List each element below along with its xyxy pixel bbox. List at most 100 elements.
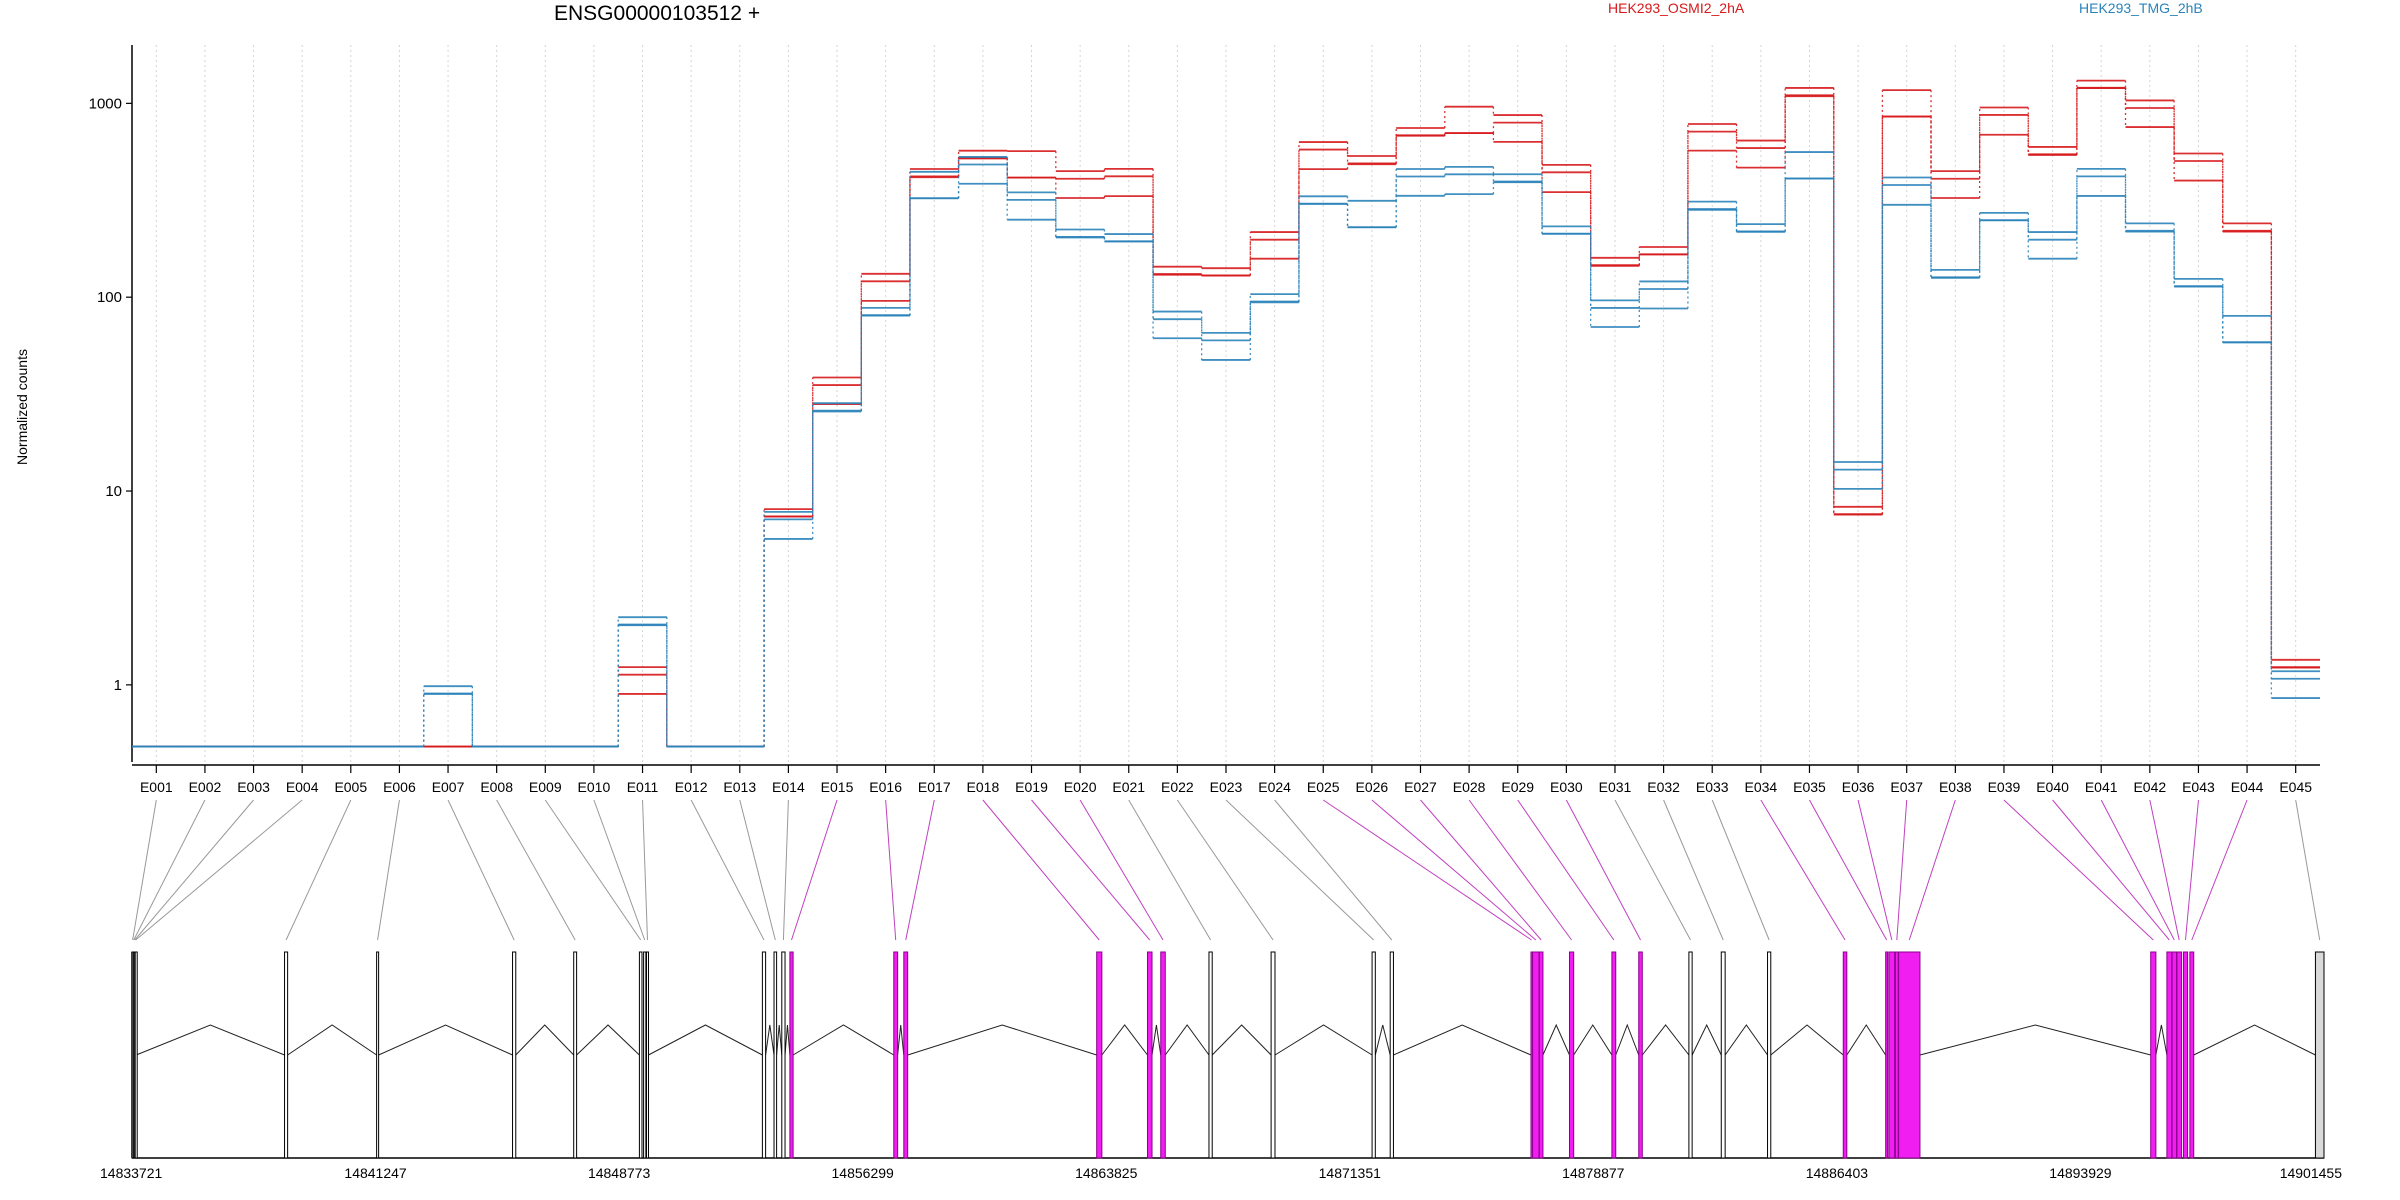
intron-44 xyxy=(2193,1024,2316,1056)
x-tick-label-e013: E013 xyxy=(723,779,756,795)
exon-box-e005 xyxy=(284,951,289,1159)
x-tick-label-e027: E027 xyxy=(1404,779,1437,795)
intron-20 xyxy=(1164,1024,1210,1056)
exon-box-e006 xyxy=(376,951,380,1159)
exon-box-e036 xyxy=(1888,951,1896,1159)
intron-4 xyxy=(135,1024,285,1056)
legend-entry-tmg: HEK293_TMG_2hB xyxy=(2079,0,2203,16)
exon-box-e027 xyxy=(1538,951,1544,1159)
intron-13 xyxy=(776,1024,783,1056)
connector-e012 xyxy=(690,799,765,941)
intron-19 xyxy=(1151,1024,1162,1056)
x-tick-label-e043: E043 xyxy=(2182,779,2215,795)
x-tick-label-e007: E007 xyxy=(432,779,465,795)
connector-e005 xyxy=(285,799,352,941)
connector-e004 xyxy=(135,799,303,941)
connector-e001 xyxy=(132,799,157,941)
exon-box-e011 xyxy=(646,951,650,1159)
y-tick-label-10: 10 xyxy=(105,483,122,500)
y-tick-label-100: 100 xyxy=(97,289,122,306)
connector-e027 xyxy=(1420,799,1542,941)
intron-15 xyxy=(792,1024,895,1056)
intron-14 xyxy=(784,1024,791,1056)
connector-e013 xyxy=(739,799,776,941)
intron-33 xyxy=(1770,1024,1844,1056)
exon-box-e031 xyxy=(1688,951,1693,1159)
x-tick-label-e019: E019 xyxy=(1015,779,1048,795)
intron-5 xyxy=(287,1024,377,1056)
exon-box-e017 xyxy=(903,951,909,1159)
coordinate-label-14878877: 14878877 xyxy=(1562,1165,1625,1181)
intron-7 xyxy=(515,1024,575,1056)
connector-e044 xyxy=(2191,799,2248,941)
y-tick-label-1: 1 xyxy=(114,677,122,694)
exon-box-e021 xyxy=(1208,951,1213,1159)
exon-box-e042 xyxy=(2176,951,2182,1159)
intron-23 xyxy=(1374,1024,1391,1056)
genomic-coordinates: 14833721 14841247 14848773 14856299 14863825… xyxy=(100,1165,2342,1181)
connector-e016 xyxy=(885,799,897,941)
exon-box-e009 xyxy=(638,951,643,1159)
x-tick-label-e003: E003 xyxy=(237,779,270,795)
intron-29 xyxy=(1615,1023,1640,1056)
x-tick-label-e038: E038 xyxy=(1939,779,1972,795)
connector-e008 xyxy=(496,799,576,941)
exon-box-e035 xyxy=(1885,951,1889,1159)
connector-e020 xyxy=(1079,799,1164,941)
exon-box-e040 xyxy=(2166,951,2173,1159)
coordinate-label-14863825: 14863825 xyxy=(1075,1165,1138,1181)
connector-e040 xyxy=(2052,799,2170,941)
connector-e022 xyxy=(1176,799,1274,941)
x-tick-label-e002: E002 xyxy=(189,779,222,795)
coordinate-label-14893929: 14893929 xyxy=(2049,1165,2112,1181)
x-tick-label-e039: E039 xyxy=(1988,779,2021,795)
x-tick-label-e009: E009 xyxy=(529,779,562,795)
exon-box-e045 xyxy=(2314,951,2325,1159)
connector-e023 xyxy=(1225,799,1375,941)
axes: 1 10 100 1000 xyxy=(89,45,2320,766)
exon-box-e007 xyxy=(512,951,517,1159)
x-tick-label-e034: E034 xyxy=(1744,779,1777,795)
exon-box-e030 xyxy=(1638,951,1643,1159)
intron-32 xyxy=(1724,1024,1768,1056)
exon-box-e014 xyxy=(781,951,786,1159)
connector-e034 xyxy=(1760,799,1846,941)
x-tick-label-e006: E006 xyxy=(383,779,416,795)
connector-e030 xyxy=(1565,799,1641,941)
exon-box-e010 xyxy=(643,951,647,1159)
x-tick-label-e018: E018 xyxy=(967,779,1000,795)
exon-box-e039 xyxy=(2150,951,2157,1159)
exon-box-e033 xyxy=(1767,951,1772,1159)
x-tick-label-e035: E035 xyxy=(1793,779,1826,795)
y-tick-label-1000: 1000 xyxy=(89,95,122,112)
exon-tick-labels: E001 E002 E003 E004 E005 E006 E007 E008 E009 E010… xyxy=(140,765,2312,795)
exon-box-e008 xyxy=(573,951,578,1159)
x-tick-label-e028: E028 xyxy=(1453,779,1486,795)
intron-12 xyxy=(765,1024,775,1056)
x-tick-label-e026: E026 xyxy=(1356,779,1389,795)
connector-e036 xyxy=(1857,799,1893,941)
connector-e007 xyxy=(447,799,515,941)
intron-28 xyxy=(1573,1024,1613,1056)
vertical-gridlines xyxy=(155,45,2297,762)
x-tick-label-e042: E042 xyxy=(2133,779,2166,795)
intron-17 xyxy=(907,1024,1097,1056)
coordinate-label-14848773: 14848773 xyxy=(588,1165,651,1181)
coordinate-label-14856299: 14856299 xyxy=(832,1165,895,1181)
x-tick-label-e012: E012 xyxy=(675,779,708,795)
exon-box-e038 xyxy=(1898,951,1921,1159)
connector-e002 xyxy=(133,799,206,941)
x-tick-label-e001: E001 xyxy=(140,779,173,795)
exon-connectors xyxy=(132,799,2321,941)
coordinate-label-14871351: 14871351 xyxy=(1319,1165,1382,1181)
x-tick-label-e032: E032 xyxy=(1647,779,1680,795)
intron-24 xyxy=(1393,1024,1532,1056)
connector-e017 xyxy=(905,799,935,941)
connector-e009 xyxy=(544,799,642,941)
x-tick-label-e011: E011 xyxy=(627,779,659,795)
connector-e011 xyxy=(642,799,648,941)
coordinate-label-14901455: 14901455 xyxy=(2280,1165,2343,1181)
connector-e025 xyxy=(1322,799,1532,941)
x-tick-label-e015: E015 xyxy=(821,779,854,795)
